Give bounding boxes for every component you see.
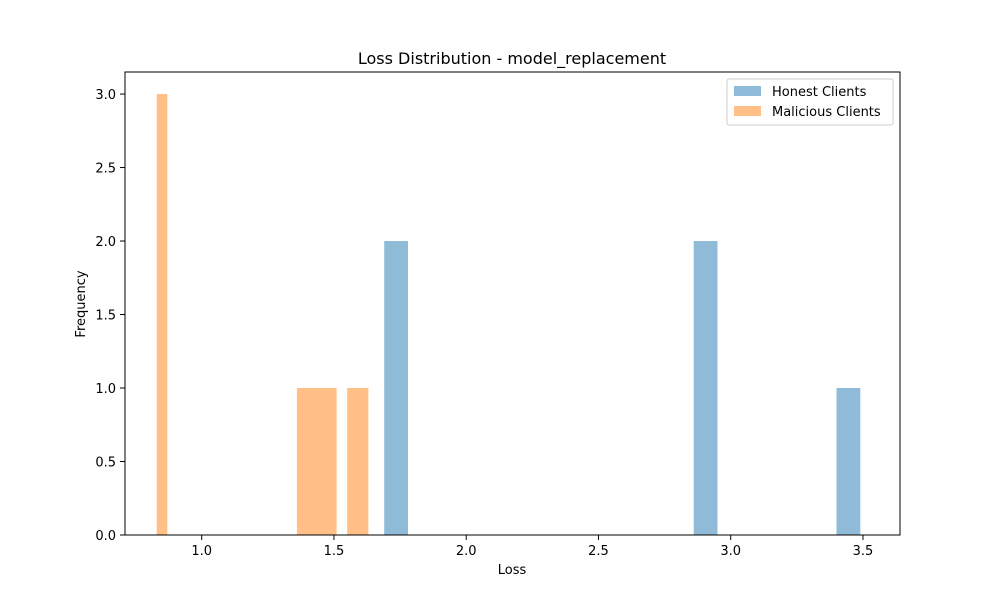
y-tick-label: 1.5 [95, 309, 116, 324]
x-tick-label: 2.0 [456, 544, 477, 559]
legend: Honest Clients Malicious Clients [726, 78, 894, 126]
y-tick-label: 2.0 [95, 235, 116, 250]
y-axis-label: Frequency [74, 270, 89, 337]
x-tick-label: 1.0 [191, 544, 212, 559]
x-axis: 1.0 1.5 2.0 2.5 3.0 3.5 [191, 535, 873, 559]
y-tick-label: 3.0 [95, 88, 116, 103]
y-tick-label: 0.5 [95, 456, 116, 471]
legend-box [726, 78, 894, 126]
x-tick-label: 1.5 [324, 544, 345, 559]
bars-layer [156, 94, 861, 536]
y-tick-label: 1.0 [95, 382, 116, 397]
honest-bar-2 [836, 388, 861, 535]
legend-label-malicious: Malicious Clients [772, 105, 881, 120]
plot-frame [124, 71, 901, 536]
legend-label-honest: Honest Clients [772, 85, 867, 100]
malicious-bar-2 [347, 388, 369, 535]
chart-title: Loss Distribution - model_replacement [358, 49, 666, 69]
honest-bar-0 [384, 241, 409, 536]
y-tick-label: 2.5 [95, 162, 116, 177]
y-axis: 0.0 0.5 1.0 1.5 2.0 2.5 3.0 [95, 88, 125, 544]
x-tick-label: 2.5 [588, 544, 609, 559]
x-tick-label: 3.0 [720, 544, 741, 559]
honest-bar-1 [693, 241, 718, 536]
legend-swatch-honest [734, 86, 761, 96]
x-axis-label: Loss [498, 563, 527, 578]
legend-swatch-malicious [734, 106, 761, 116]
x-tick-label: 3.5 [853, 544, 874, 559]
y-tick-label: 0.0 [95, 529, 116, 544]
malicious-bar-0 [156, 94, 168, 536]
malicious-bar-1 [296, 388, 337, 535]
